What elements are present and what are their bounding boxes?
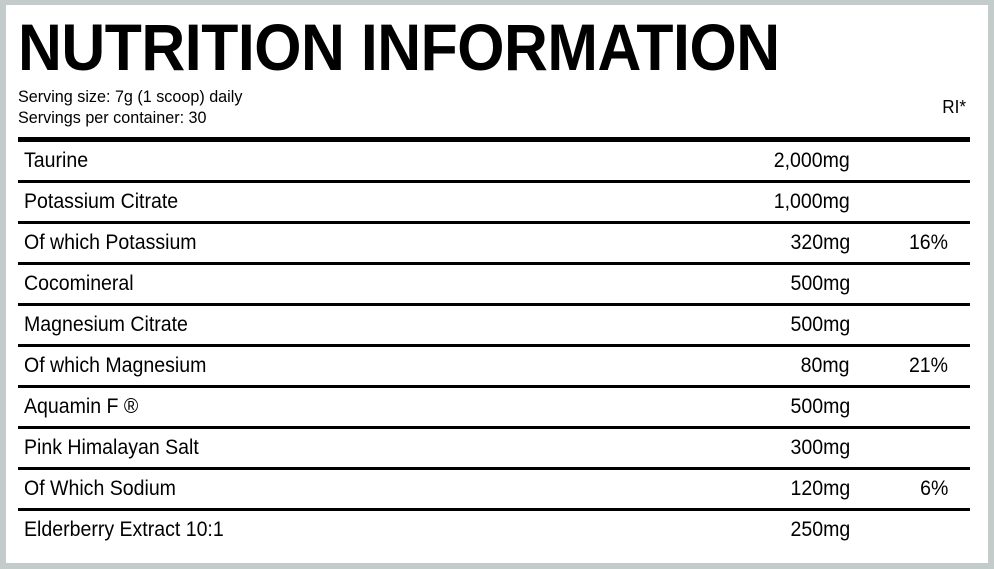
ri-column-header: RI* xyxy=(942,97,966,117)
servings-per-container-text: Servings per container: 30 xyxy=(18,108,207,127)
nutrient-amount: 250mg xyxy=(790,518,850,541)
nutrient-ri-percent: 21% xyxy=(908,354,948,377)
nutrient-amount: 80mg xyxy=(801,354,850,377)
nutrient-name: Pink Himalayan Salt xyxy=(24,436,199,459)
nutrient-name: Aquamin F ® xyxy=(24,395,139,418)
nutrient-amount: 120mg xyxy=(790,477,850,500)
page-title: NUTRITION INFORMATION xyxy=(18,10,780,84)
nutrient-amount: 320mg xyxy=(790,231,850,254)
nutrient-name: Magnesium Citrate xyxy=(24,313,188,336)
table-row: Aquamin F ® 500mg xyxy=(18,388,970,429)
table-row: Elderberry Extract 10:1 250mg xyxy=(18,511,970,552)
panel-header: NUTRITION INFORMATION Serving size: 7g (… xyxy=(6,11,988,128)
nutrient-name: Taurine xyxy=(24,149,89,172)
nutrient-amount: 500mg xyxy=(790,395,850,418)
table-row: Taurine 2,000mg xyxy=(18,142,970,183)
nutrient-amount: 500mg xyxy=(790,313,850,336)
table-body: Taurine 2,000mg Potassium Citrate 1,000mg Of… xyxy=(18,142,970,552)
nutrient-amount: 2,000mg xyxy=(773,149,850,172)
nutrient-ri-percent: 16% xyxy=(908,231,948,254)
table-row: Of Which Sodium 120mg 6% xyxy=(18,470,970,511)
nutrient-name: Of which Magnesium xyxy=(24,354,207,377)
nutrient-amount: 1,000mg xyxy=(773,190,850,213)
serving-info: Serving size: 7g (1 scoop) daily Serving… xyxy=(18,86,970,128)
nutrient-name: Of which Potassium xyxy=(24,231,197,254)
table-row: Of which Potassium 320mg 16% xyxy=(18,224,970,265)
nutrient-ri-percent: 6% xyxy=(919,477,948,500)
nutrient-name: Cocomineral xyxy=(24,272,134,295)
serving-size-text: Serving size: 7g (1 scoop) daily xyxy=(18,87,243,106)
table-row: Magnesium Citrate 500mg xyxy=(18,306,970,347)
panel-inner: NUTRITION INFORMATION Serving size: 7g (… xyxy=(6,5,988,563)
table-row: Potassium Citrate 1,000mg xyxy=(18,183,970,224)
nutrient-name: Of Which Sodium xyxy=(24,477,176,500)
nutrient-name: Potassium Citrate xyxy=(24,190,179,213)
table-row: Cocomineral 500mg xyxy=(18,265,970,306)
nutrient-amount: 300mg xyxy=(790,436,850,459)
nutrient-name: Elderberry Extract 10:1 xyxy=(24,518,224,541)
nutrition-table: Taurine 2,000mg Potassium Citrate 1,000mg Of… xyxy=(18,137,970,552)
table-row: Pink Himalayan Salt 300mg xyxy=(18,429,970,470)
nutrient-amount: 500mg xyxy=(790,272,850,295)
table-top-rule xyxy=(18,137,970,142)
table-row: Of which Magnesium 80mg 21% xyxy=(18,347,970,388)
